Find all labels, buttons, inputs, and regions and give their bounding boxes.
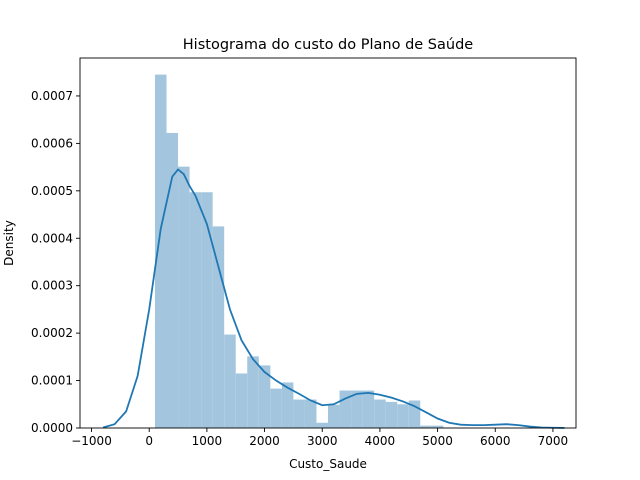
histogram-bar [304, 399, 317, 428]
y-tick-label: 0.0003 [31, 279, 73, 293]
histogram-bar [247, 356, 259, 428]
y-tick-label: 0.0006 [31, 136, 73, 150]
histogram-bar [328, 404, 340, 428]
histogram-bar [339, 390, 352, 428]
x-tick-label: 1000 [192, 434, 223, 448]
x-tick-label: 7000 [538, 434, 569, 448]
histogram-bar [374, 399, 386, 428]
y-tick-label: 0.0002 [31, 326, 73, 340]
x-tick-label: 5000 [422, 434, 453, 448]
x-axis-ticks: −1000 0 1000 2000 3000 4000 5000 6000 7000 [71, 428, 568, 448]
histogram-bar [281, 382, 294, 428]
histogram-bar [235, 373, 248, 428]
histogram-bar [431, 425, 444, 428]
histogram-bar [351, 390, 363, 428]
x-tick-label: −1000 [71, 434, 112, 448]
histogram-bar [362, 390, 375, 428]
histogram-bars [154, 74, 444, 428]
histogram-bar [258, 365, 271, 428]
histogram-bar [385, 401, 398, 428]
x-axis-label: Custo_Saude [289, 457, 367, 471]
y-axis-label: Density [2, 220, 16, 266]
histogram-bar [316, 422, 328, 428]
histogram-bar [270, 388, 282, 428]
y-tick-label: 0.0007 [31, 89, 73, 103]
x-tick-label: 2000 [249, 434, 280, 448]
y-tick-label: 0.0005 [31, 184, 73, 198]
plot-frame [79, 57, 577, 429]
y-tick-label: 0.0000 [31, 421, 73, 435]
histogram-bar [224, 334, 236, 428]
histogram-bar [408, 400, 421, 428]
histogram-bar [201, 192, 213, 428]
y-tick-label: 0.0001 [31, 374, 73, 388]
kde-curve [102, 168, 565, 429]
y-tick-label: 0.0004 [31, 231, 73, 245]
histogram-bar [166, 132, 179, 428]
x-tick-label: 6000 [480, 434, 511, 448]
histogram-bar [420, 425, 432, 428]
histogram-bar [154, 74, 167, 428]
histogram-bar [397, 404, 409, 428]
x-tick-label: 0 [145, 434, 153, 448]
histogram-bar [189, 192, 202, 428]
x-tick-label: 4000 [365, 434, 396, 448]
histogram-bar [212, 226, 225, 428]
histogram-bar [178, 166, 190, 428]
x-tick-label: 3000 [307, 434, 338, 448]
histogram-bar [293, 399, 305, 428]
y-axis-ticks: 0.0000 0.0001 0.0002 0.0003 0.0004 0.0005 0.00… [31, 89, 80, 435]
chart-title: Histograma do custo do Plano de Saúde [183, 37, 474, 53]
